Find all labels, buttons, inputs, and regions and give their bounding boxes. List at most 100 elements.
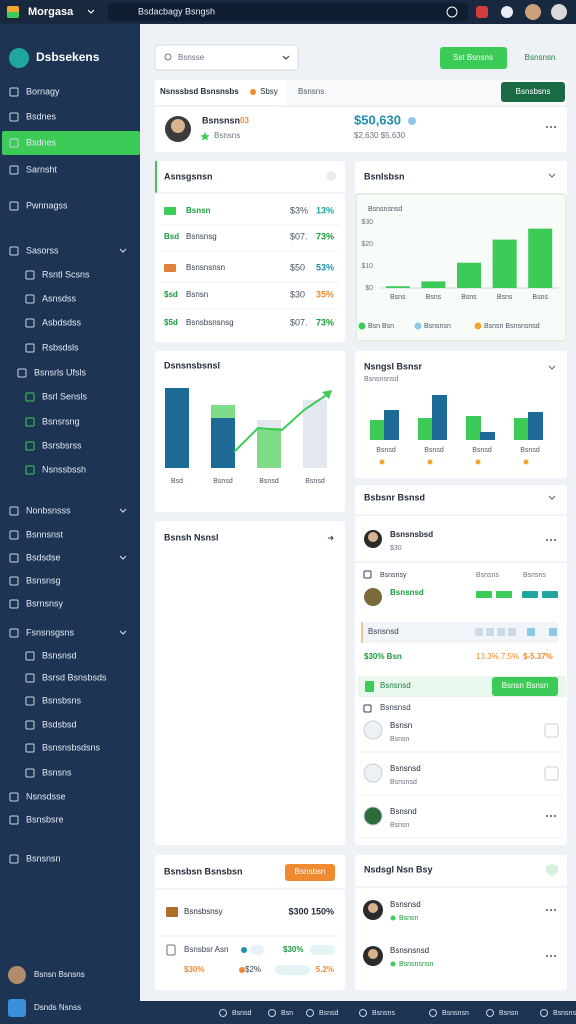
nav-item[interactable]: Bsnsnsg <box>26 575 61 585</box>
row-icon <box>164 207 176 215</box>
nav-item[interactable]: Bsrsd Bsnsbsds <box>42 672 107 682</box>
app-name[interactable]: Morgasa <box>28 6 74 18</box>
bottom-icon <box>359 1009 367 1017</box>
icon <box>363 704 372 713</box>
bar-segment <box>257 428 281 468</box>
nav-item[interactable]: Nsnsdsse <box>26 791 66 801</box>
nav-item[interactable]: Rsntl Scsns <box>42 269 90 279</box>
star-icon <box>200 132 210 141</box>
active-tab[interactable]: Bsdacbagy Bsngsh <box>138 6 215 16</box>
banner-button[interactable] <box>492 677 558 696</box>
nav-item[interactable]: Bsdsdse <box>26 552 61 562</box>
nav-icon <box>25 696 35 706</box>
footer-icon <box>8 999 26 1017</box>
nav-item[interactable]: Bsnsns <box>42 767 72 777</box>
bar <box>421 281 446 288</box>
bottom-item[interactable]: Bsnsn <box>499 1010 519 1017</box>
bottom-icon <box>306 1009 314 1017</box>
tab[interactable]: Sbsy <box>260 87 278 96</box>
column-header: Bsnsnsy <box>380 572 407 579</box>
card-title: Bsbsnr Bsnsd <box>364 492 425 502</box>
trend-arrow <box>233 393 329 453</box>
avatar <box>551 4 567 20</box>
nav-item[interactable]: Bsrl Sensls <box>42 391 88 401</box>
bar <box>432 395 447 440</box>
avatar <box>368 532 378 542</box>
notification-icon[interactable] <box>476 6 488 18</box>
banner-text: Bsnsnsd <box>380 681 411 690</box>
bar <box>492 239 517 288</box>
x-tick-label: Bsnsd <box>305 478 325 485</box>
profile-amount: $50,630 <box>354 112 401 127</box>
search-box[interactable] <box>154 44 299 71</box>
stat: $-5.37% <box>523 652 553 661</box>
nav-item[interactable]: Bsnnsnst <box>26 529 64 539</box>
button-label[interactable]: Bsnsn Bsnsn <box>502 681 549 690</box>
nav-item[interactable]: Nonbsnsss <box>26 505 71 515</box>
chevron <box>87 9 95 14</box>
nav-icon <box>9 87 19 97</box>
nav-item[interactable]: Pwnnagss <box>26 200 68 210</box>
bottom-item[interactable]: Bsn <box>281 1010 293 1017</box>
nav-item[interactable]: Bsdsbsd <box>42 719 77 729</box>
nav-item[interactable]: Bsnsbsns <box>42 695 82 705</box>
icon <box>446 6 458 18</box>
nav-item[interactable]: Sasorss <box>26 245 59 255</box>
nav-item[interactable]: Nsnssbssh <box>42 464 86 474</box>
balance-button[interactable] <box>285 864 335 881</box>
primary-button[interactable] <box>440 47 507 69</box>
tab[interactable]: Nsnssbsd Bsnsnsbs <box>160 87 239 96</box>
nav-item[interactable]: Asnsdss <box>42 293 77 303</box>
bar-segment <box>303 400 327 468</box>
bar <box>466 416 481 440</box>
legend-label: Bsn Bsn <box>368 323 394 330</box>
nav-item[interactable]: Bornagy <box>26 86 60 96</box>
nav-item[interactable]: Fsnsnsgsns <box>26 627 75 637</box>
bar <box>480 432 495 440</box>
nav-item[interactable]: Sarnsht <box>26 164 58 174</box>
breakdown-card <box>155 351 345 512</box>
button-label[interactable]: Bsnsnsn <box>525 53 556 62</box>
button-label[interactable]: Sst Bsnsns <box>453 53 493 62</box>
tab-button[interactable] <box>501 82 565 102</box>
progress-chip <box>476 591 492 598</box>
more-dot <box>553 125 557 129</box>
card-title: Nsngsl Bsnsr <box>364 361 423 371</box>
team-card <box>355 485 567 845</box>
nav-item[interactable]: Bsnsnsd <box>42 650 77 660</box>
profile-card <box>155 107 567 152</box>
nav-item[interactable]: Bsrnsnsy <box>26 598 64 608</box>
tab[interactable]: Bsnsns <box>298 87 324 96</box>
group-row <box>362 622 558 643</box>
nav-item[interactable]: Asbdsdss <box>42 317 82 327</box>
nav-icon <box>25 768 35 778</box>
nav-icon <box>25 465 35 475</box>
icon <box>326 171 336 181</box>
nav-item[interactable]: Bsnsbsre <box>26 814 64 824</box>
button-label[interactable]: Bsnsbsns <box>516 87 551 96</box>
nav-item[interactable]: Bsnsrls Ufsls <box>34 367 87 377</box>
tab-strip <box>108 3 468 21</box>
row-action[interactable] <box>544 766 559 781</box>
button-label[interactable]: Bsnsbsn <box>295 867 326 876</box>
row-value: $50 <box>290 262 305 272</box>
nav-item[interactable]: Bsdnes <box>26 137 57 147</box>
status-chip <box>549 628 557 636</box>
bottom-item[interactable]: Bsnsns <box>372 1010 395 1017</box>
nav-item[interactable]: Rsbsdsls <box>42 342 79 352</box>
bottom-item[interactable]: Bsnsnsn <box>553 1010 576 1017</box>
row-label: Bsnsn <box>186 290 208 299</box>
bottom-item[interactable]: Bsnsd <box>232 1010 252 1017</box>
row-action[interactable] <box>544 723 559 738</box>
nav-item[interactable]: Bsnsnsn <box>26 853 61 863</box>
bar <box>528 228 553 288</box>
nav-item[interactable]: Bsdnes <box>26 111 57 121</box>
nav-item[interactable]: Bsrsbsrss <box>42 440 82 450</box>
bottom-item[interactable]: Bsnsd <box>319 1010 339 1017</box>
bottom-item[interactable]: Bsnsnsn <box>442 1010 469 1017</box>
nav-item[interactable]: Bsnsnsbsdsns <box>42 742 101 752</box>
pill <box>310 945 335 955</box>
row-tag: $5d <box>164 318 178 327</box>
nav-item[interactable]: Bsnsrsng <box>42 416 80 426</box>
search-placeholder[interactable]: Bsnsse <box>178 53 205 62</box>
